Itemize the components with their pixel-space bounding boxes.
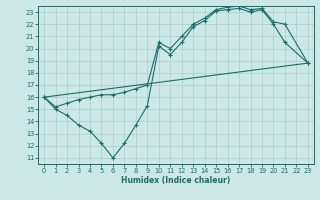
X-axis label: Humidex (Indice chaleur): Humidex (Indice chaleur) — [121, 176, 231, 185]
